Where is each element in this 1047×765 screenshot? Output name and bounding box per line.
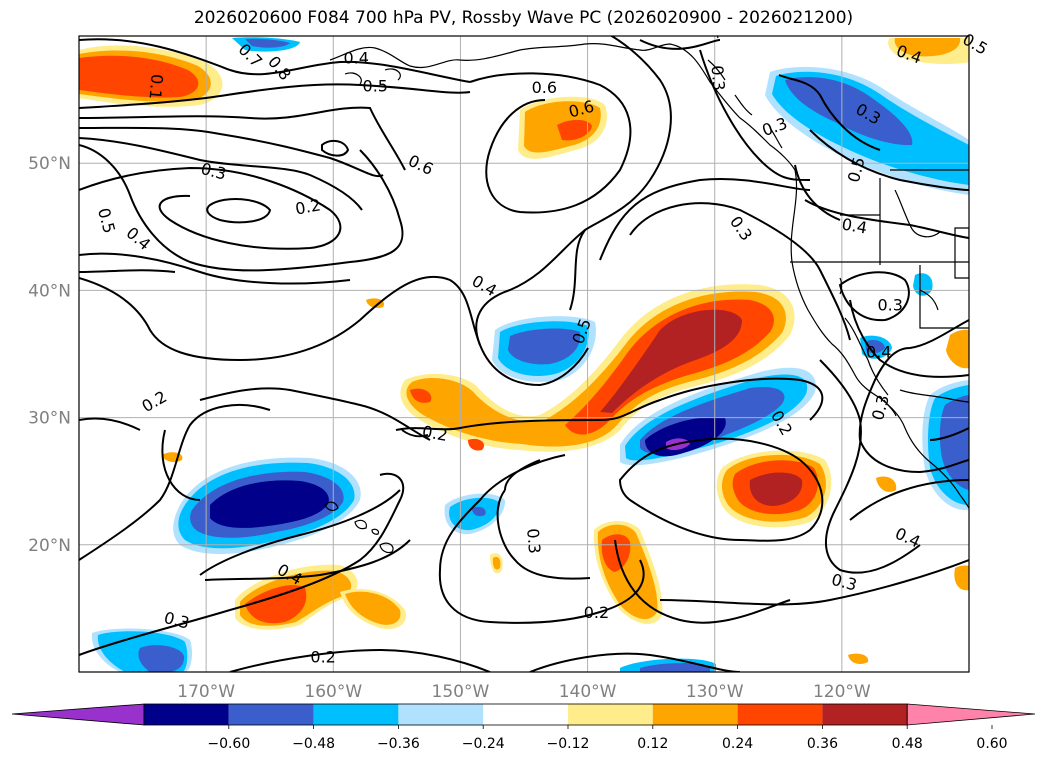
- svg-text:0.3: 0.3: [707, 65, 728, 92]
- svg-text:0.1: 0.1: [145, 73, 166, 100]
- longitude-label: 150°W: [432, 682, 490, 702]
- contour-label: 0.4: [866, 342, 891, 361]
- contour-label: 0.3: [523, 528, 544, 555]
- svg-text:0.2: 0.2: [421, 422, 449, 445]
- colorbar-segment: [568, 704, 653, 725]
- map-content: [79, 36, 969, 672]
- svg-text:0.2: 0.2: [294, 195, 322, 218]
- colorbar-segment: [313, 704, 399, 725]
- longitude-labels: 170°W 160°W 150°W 140°W 130°W 120°W: [177, 682, 871, 702]
- colorbar-tick-label: 0.24: [722, 736, 753, 752]
- positive-anomaly-bering: [79, 45, 223, 107]
- longitude-label: 160°W: [304, 682, 362, 702]
- svg-text:0.3: 0.3: [523, 528, 544, 555]
- contour-label: 0.1: [145, 73, 166, 100]
- contour-label: 0.2: [310, 648, 335, 667]
- longitude-label: 170°W: [177, 682, 235, 702]
- colorbar-ticks: −0.60 −0.48 −0.36 −0.24 −0.12 0.12 0.24 0.36 0.4…: [207, 725, 1008, 752]
- svg-text:0.4: 0.4: [343, 49, 368, 68]
- latitude-label: 40°N: [28, 281, 71, 301]
- pv-contours: [79, 36, 969, 672]
- svg-text:0.4: 0.4: [840, 214, 868, 237]
- contour-label: 0.2: [294, 195, 322, 218]
- colorbar-segment: [652, 704, 738, 725]
- colorbar-extend-low: [11, 703, 145, 726]
- contour-label: 0.5: [363, 77, 388, 96]
- map-border: [78, 35, 970, 673]
- latitude-label: 50°N: [28, 154, 71, 174]
- colorbar-tick-label: −0.60: [207, 736, 250, 752]
- contour-label: 0.4: [840, 214, 868, 237]
- positive-anomaly-south: [593, 521, 663, 625]
- colorbar-segment: [144, 704, 229, 725]
- svg-text:0.6: 0.6: [532, 78, 557, 97]
- contour-label: 0.2: [421, 422, 449, 445]
- positive-anomaly-east: [716, 450, 832, 528]
- longitude-label: 120°W: [813, 682, 871, 702]
- positive-anomaly-top-right: [888, 38, 969, 64]
- colorbar-segment: [398, 704, 484, 725]
- latitude-label: 30°N: [28, 409, 71, 429]
- colorbar-frame: [143, 703, 908, 726]
- positive-anomaly-band: [400, 284, 795, 452]
- negative-anomaly-small-center: [444, 493, 506, 535]
- negative-anomaly-far-east: [922, 380, 969, 511]
- colorbar-tick-label: −0.48: [292, 736, 335, 752]
- latitude-labels: 50°N 40°N 30°N 20°N: [28, 154, 71, 556]
- colorbar-tick-label: −0.36: [377, 736, 420, 752]
- pv-shading: [79, 37, 969, 672]
- positive-anomaly-southwest: [235, 564, 406, 630]
- contour-label: 0.6: [532, 78, 557, 97]
- svg-text:0.3: 0.3: [877, 295, 902, 314]
- longitude-label: 140°W: [559, 682, 617, 702]
- negative-anomaly-central: [492, 316, 596, 382]
- colorbar-tick-label: −0.12: [547, 736, 590, 752]
- colorbar-segment: [483, 704, 568, 725]
- colorbar-tick-label: 0.12: [637, 736, 668, 752]
- positive-anomaly-north-central: [518, 96, 607, 159]
- colorbar-tick-label: 0.36: [807, 736, 838, 752]
- colorbar-segment: [822, 704, 908, 725]
- colorbar-tick-label: 0.60: [976, 736, 1007, 752]
- contour-label: 0.2: [584, 603, 609, 622]
- coastlines: [324, 36, 969, 554]
- colorbar-segment: [228, 704, 314, 725]
- contour-label: 0.4: [343, 49, 368, 68]
- longitude-label: 130°W: [686, 682, 744, 702]
- contour-label: 0.3: [877, 295, 902, 314]
- colorbar: −0.60 −0.48 −0.36 −0.24 −0.12 0.12 0.24 0.36 0.4…: [11, 703, 1036, 752]
- svg-text:0.2: 0.2: [584, 603, 609, 622]
- svg-text:0.5: 0.5: [363, 77, 388, 96]
- colorbar-tick-label: −0.24: [462, 736, 505, 752]
- svg-text:0.2: 0.2: [310, 648, 335, 667]
- contour-label: 0.3: [707, 65, 728, 92]
- colorbar-tick-label: 0.48: [892, 736, 923, 752]
- svg-text:0.4: 0.4: [866, 342, 891, 361]
- colorbar-extend-high: [906, 703, 1036, 726]
- negative-anomaly-west: [173, 457, 361, 555]
- colorbar-segment: [737, 704, 823, 725]
- map-title: 2026020600 F084 700 hPa PV, Rossby Wave …: [193, 8, 854, 28]
- latitude-label: 20°N: [28, 536, 71, 556]
